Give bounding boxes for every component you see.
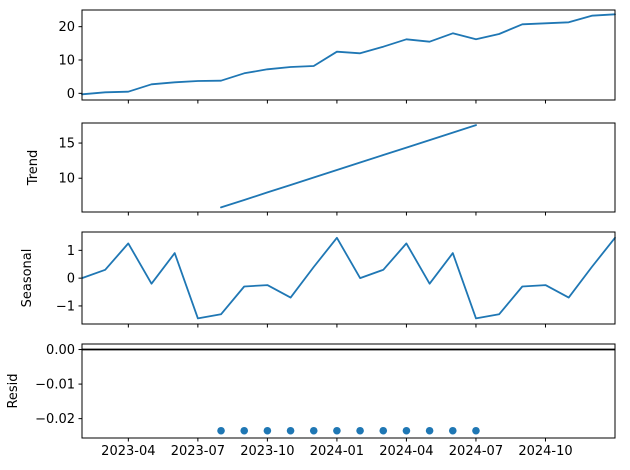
observed-y-tick-label: 20	[58, 20, 75, 35]
seasonal-y-tick-label: −1	[56, 299, 75, 314]
resid-y-tick-label: 0.00	[46, 343, 75, 358]
trend-panel-border	[81, 122, 616, 213]
trend-axis-label: Trend	[26, 150, 41, 187]
seasonal-panel-border	[81, 231, 616, 325]
trend-line	[220, 124, 477, 209]
resid-y-tick-label: −0.01	[35, 378, 75, 393]
observed-line	[81, 13, 616, 96]
seasonal-y-tick-label: 1	[67, 244, 75, 259]
resid-point	[309, 426, 318, 435]
observed-y-tick-label: 0	[67, 87, 75, 102]
x-tick-label: 2024-04	[379, 444, 433, 459]
seasonal-line	[81, 236, 616, 320]
resid-point	[472, 426, 480, 435]
resid-point	[356, 426, 364, 435]
resid-point	[379, 426, 388, 435]
seasonal-y-tick-label: 0	[67, 272, 75, 287]
resid-panel-border	[81, 343, 616, 439]
trend-y-tick-label: 15	[58, 137, 75, 152]
resid-point	[333, 426, 341, 435]
x-tick-label: 2023-04	[101, 444, 155, 459]
resid-y-tick-label: −0.02	[35, 412, 75, 427]
observed-panel-border	[81, 9, 616, 101]
resid-point	[448, 426, 457, 435]
trend-y-tick-label: 10	[58, 172, 75, 187]
resid-axis-label: Resid	[6, 373, 21, 408]
resid-point	[402, 426, 411, 435]
x-tick-label: 2024-01	[310, 444, 364, 459]
x-tick-label: 2023-07	[171, 444, 225, 459]
observed-y-tick-label: 10	[58, 54, 75, 69]
resid-point	[286, 426, 295, 435]
x-tick-label: 2023-10	[240, 444, 294, 459]
resid-point	[263, 426, 272, 435]
resid-point	[425, 426, 434, 435]
x-tick-label: 2024-10	[518, 444, 572, 459]
x-tick-label: 2024-07	[449, 444, 503, 459]
resid-point	[240, 426, 249, 435]
resid-point	[217, 426, 225, 435]
seasonal-axis-label: Seasonal	[20, 249, 35, 308]
